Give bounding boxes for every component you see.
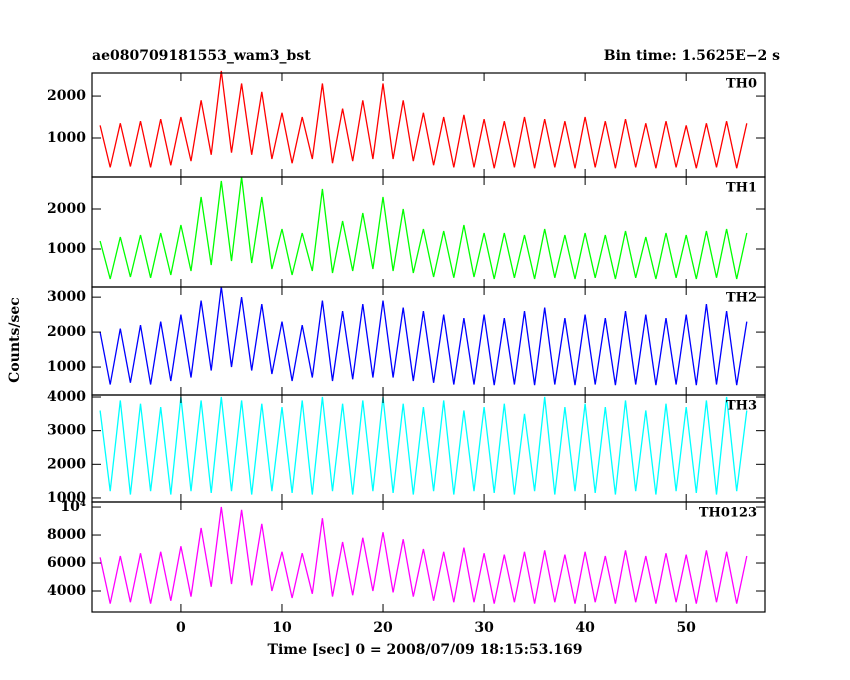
x-tick-label: 40 bbox=[575, 620, 595, 636]
x-tick-label: 30 bbox=[474, 620, 494, 636]
y-tick-label: 2000 bbox=[47, 324, 86, 340]
panel-label: TH1 bbox=[726, 181, 757, 196]
y-tick-label: 4000 bbox=[47, 583, 86, 599]
panel-frame bbox=[91, 72, 766, 178]
y-axis-label: Counts/sec bbox=[7, 297, 23, 383]
y-tick-label: 10⁴ bbox=[60, 499, 86, 515]
x-axis-label: Time [sec] 0 = 2008/07/09 18:15:53.169 bbox=[268, 642, 583, 658]
data-line bbox=[99, 506, 748, 604]
panel-frame bbox=[91, 286, 766, 396]
data-line bbox=[99, 70, 748, 169]
y-tick-label: 6000 bbox=[47, 555, 86, 571]
y-tick-label: 1000 bbox=[47, 241, 86, 257]
y-tick-label: 4000 bbox=[47, 389, 86, 405]
y-tick-label: 1000 bbox=[47, 130, 86, 146]
data-line bbox=[99, 396, 748, 495]
x-tick-label: 50 bbox=[676, 620, 696, 636]
bin-time: Bin time: 1.5625E−2 s bbox=[604, 48, 780, 64]
data-line bbox=[99, 176, 748, 280]
x-tick-label: 10 bbox=[272, 620, 292, 636]
panel-label: TH3 bbox=[726, 399, 757, 414]
panel-label: TH0123 bbox=[699, 506, 757, 521]
y-tick-label: 3000 bbox=[47, 423, 86, 439]
panel-label: TH0 bbox=[726, 77, 757, 92]
data-line bbox=[99, 286, 748, 386]
y-tick-label: 8000 bbox=[47, 527, 86, 543]
y-tick-label: 2000 bbox=[47, 88, 86, 104]
y-tick-label: 2000 bbox=[47, 201, 86, 217]
panel-frame bbox=[91, 176, 766, 288]
y-tick-label: 1000 bbox=[47, 490, 86, 506]
chart-title: ae080709181553_wam3_bst bbox=[92, 48, 311, 64]
panel-label: TH2 bbox=[726, 291, 757, 306]
y-tick-label: 2000 bbox=[47, 456, 86, 472]
x-tick-label: 20 bbox=[373, 620, 393, 636]
y-tick-label: 3000 bbox=[47, 289, 86, 305]
y-tick-label: 1000 bbox=[47, 359, 86, 375]
x-tick-label: 0 bbox=[176, 620, 186, 636]
panel-frame bbox=[91, 501, 766, 613]
